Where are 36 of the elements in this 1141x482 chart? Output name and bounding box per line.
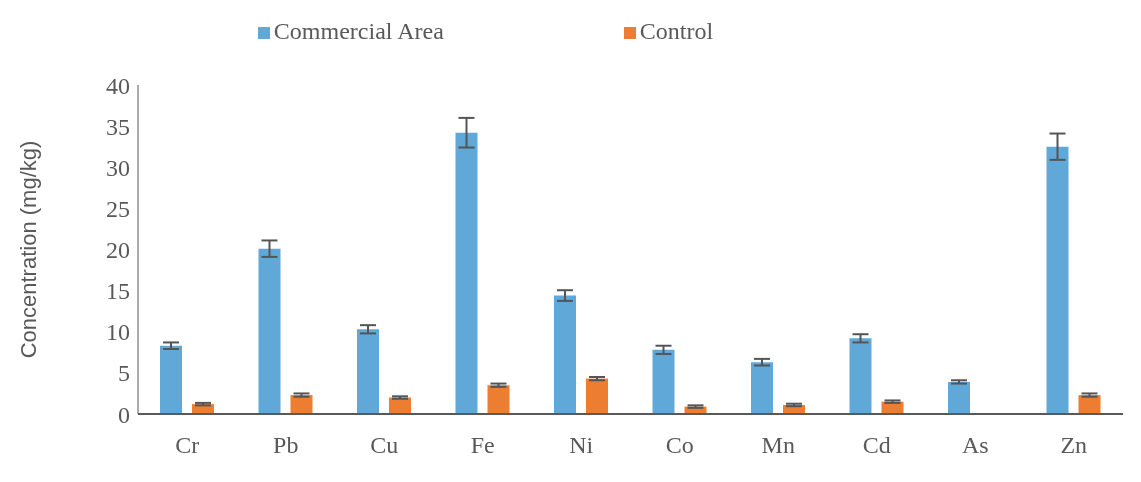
x-tick-label: Fe bbox=[470, 432, 495, 459]
bar bbox=[160, 345, 182, 414]
x-tick-label: Pb bbox=[273, 432, 299, 459]
y-tick-label: 20 bbox=[106, 237, 130, 264]
bar bbox=[1078, 395, 1101, 414]
y-tick-label: 5 bbox=[118, 360, 130, 387]
x-tick-label: Cd bbox=[862, 432, 891, 459]
y-tick-label: 10 bbox=[106, 319, 130, 346]
bar bbox=[290, 395, 313, 414]
bar bbox=[586, 378, 608, 414]
x-tick-label: Zn bbox=[1060, 432, 1088, 459]
y-tick-label: 40 bbox=[106, 72, 130, 99]
y-tick-label: 30 bbox=[106, 154, 130, 181]
x-tick-label: Ni bbox=[569, 432, 594, 459]
bar bbox=[455, 132, 478, 414]
y-axis-title: Concentration (mg/kg) bbox=[15, 140, 41, 359]
bar bbox=[849, 338, 872, 414]
x-tick-label: Mn bbox=[761, 432, 795, 459]
x-tick-label: Cr bbox=[175, 432, 200, 459]
bar bbox=[554, 295, 576, 414]
bar bbox=[357, 329, 379, 414]
x-tick-label: Cu bbox=[370, 432, 399, 459]
legend-label: Control bbox=[639, 18, 714, 44]
bar bbox=[652, 349, 675, 414]
bar bbox=[1046, 146, 1069, 414]
x-tick-label: As bbox=[961, 432, 989, 459]
legend-label: Commercial Area bbox=[273, 18, 444, 44]
y-tick-label: 0 bbox=[118, 401, 130, 428]
x-tick-label: Co bbox=[665, 432, 694, 459]
y-tick-label: 25 bbox=[106, 195, 130, 222]
y-tick-label: 35 bbox=[106, 113, 130, 140]
y-tick-label: 15 bbox=[106, 278, 130, 305]
bar bbox=[487, 385, 510, 414]
bar bbox=[258, 248, 281, 414]
bar bbox=[948, 381, 970, 414]
bar bbox=[751, 362, 773, 414]
